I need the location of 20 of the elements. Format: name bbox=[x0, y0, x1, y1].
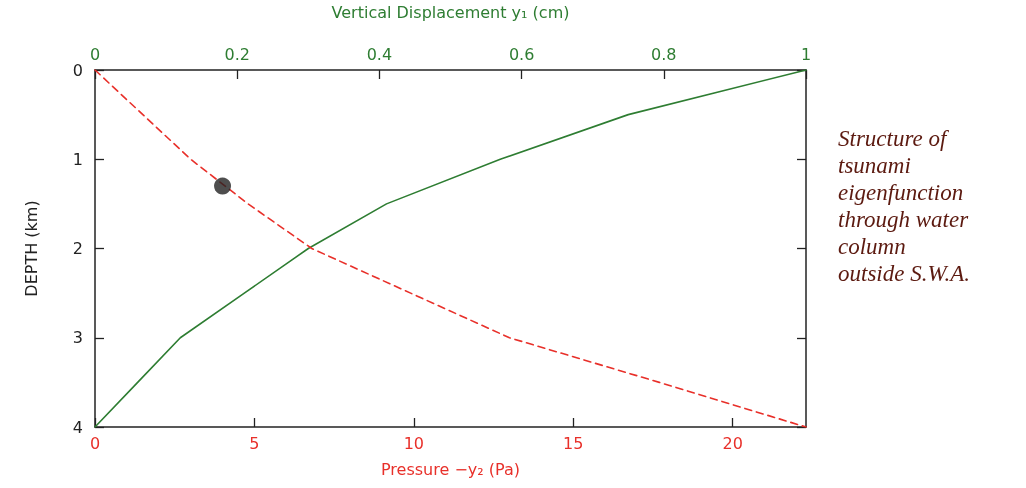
x-tick-label: 10 bbox=[403, 433, 425, 453]
y-tick-label: 4 bbox=[72, 417, 83, 437]
x-tick-label: 20 bbox=[722, 433, 743, 453]
x2-tick-label: 0.6 bbox=[508, 44, 535, 64]
x2-tick-label: 0.8 bbox=[651, 44, 677, 64]
y-tick-label: 0 bbox=[72, 60, 83, 80]
x-axis-title: Pressure −y₂ (Pa) bbox=[381, 459, 520, 479]
y-tick-label: 1 bbox=[72, 149, 83, 169]
y-tick-label: 3 bbox=[72, 328, 83, 348]
x2-axis-title: Vertical Displacement y₁ (cm) bbox=[331, 2, 570, 22]
text: Structure of tsunami eigenfunction through water column outside S.W.A. bbox=[838, 126, 971, 286]
x2-tick-label: 1 bbox=[800, 44, 812, 64]
x2-tick-label: 0.4 bbox=[366, 44, 393, 64]
x-tick-label: 5 bbox=[249, 433, 260, 453]
x2-tick-label: 0.2 bbox=[224, 44, 250, 64]
x-tick-label: 15 bbox=[563, 433, 584, 453]
y-tick-label: 2 bbox=[72, 239, 83, 258]
x-tick-label: 0 bbox=[89, 433, 101, 453]
y-axis-title: DEPTH (km) bbox=[21, 200, 41, 297]
x2-tick-label: 0 bbox=[89, 44, 101, 64]
